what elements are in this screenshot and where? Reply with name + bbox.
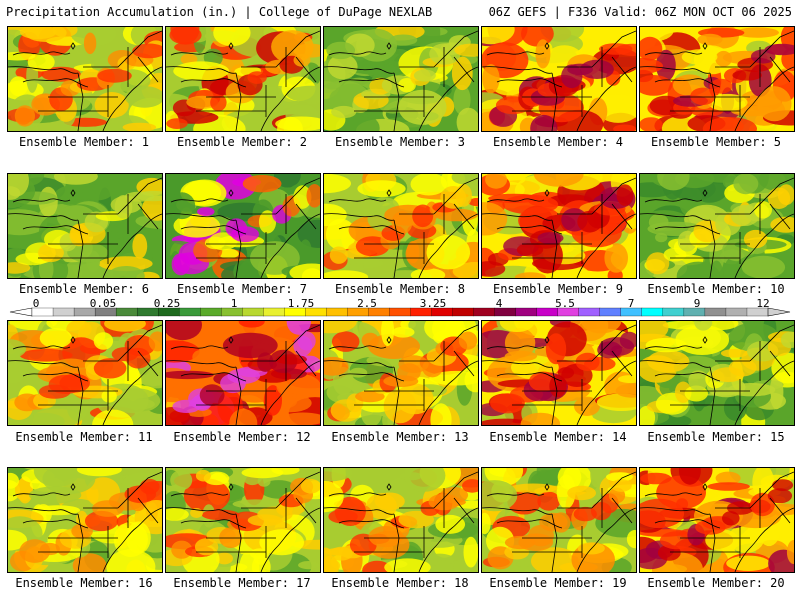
ensemble-member-map — [7, 26, 163, 132]
ensemble-member-label: Ensemble Member: 5 — [650, 135, 782, 149]
colorbar-swatch — [725, 307, 748, 317]
colorbar-tick-label: 2.5 — [357, 297, 377, 310]
ensemble-member-label: Ensemble Member: 7 — [176, 282, 308, 296]
colorbar-tick-label: 9 — [693, 297, 701, 310]
colorbar-swatch — [599, 307, 622, 317]
ensemble-member-map — [639, 26, 795, 132]
colorbar-right-arrow — [767, 307, 791, 317]
ensemble-member-map — [323, 173, 479, 279]
ensemble-member-label: Ensemble Member: 2 — [176, 135, 308, 149]
ensemble-member-map — [481, 467, 637, 573]
colorbar-tick-label: 0.25 — [153, 297, 181, 310]
ensemble-member-label: Ensemble Member: 15 — [647, 430, 785, 444]
colorbar-swatch — [326, 307, 348, 317]
ensemble-member-map — [165, 320, 321, 426]
color-scale-bar — [9, 307, 791, 317]
ensemble-member-label: Ensemble Member: 17 — [173, 576, 311, 590]
colorbar-tick-label: 1.75 — [287, 297, 315, 310]
colorbar-swatch — [452, 307, 475, 317]
colorbar-swatch — [115, 307, 138, 317]
colorbar-swatch — [389, 307, 411, 317]
ensemble-member-label: Ensemble Member: 10 — [647, 282, 785, 296]
ensemble-member-label: Ensemble Member: 16 — [15, 576, 153, 590]
ensemble-member-map — [323, 320, 479, 426]
colorbar-swatch — [473, 307, 496, 317]
colorbar-left-arrow — [9, 307, 33, 317]
ensemble-member-map — [481, 173, 637, 279]
ensemble-member-map — [165, 26, 321, 132]
colorbar-swatch — [242, 307, 264, 317]
ensemble-member-label: Ensemble Member: 13 — [331, 430, 469, 444]
colorbar-swatch — [704, 307, 727, 317]
colorbar-swatch — [52, 307, 75, 317]
colorbar-tick-label: 12 — [756, 297, 770, 310]
ensemble-member-label: Ensemble Member: 20 — [647, 576, 785, 590]
ensemble-member-map — [7, 320, 163, 426]
colorbar-tick-label: 7 — [627, 297, 635, 310]
ensemble-member-label: Ensemble Member: 19 — [489, 576, 627, 590]
ensemble-member-label: Ensemble Member: 12 — [173, 430, 311, 444]
colorbar-tick-label: 3.25 — [419, 297, 447, 310]
ensemble-member-label: Ensemble Member: 11 — [15, 430, 153, 444]
ensemble-member-label: Ensemble Member: 3 — [334, 135, 466, 149]
colorbar-tick-label: 4 — [495, 297, 503, 310]
ensemble-member-map — [481, 320, 637, 426]
colorbar-tick-label: 1 — [230, 297, 238, 310]
colorbar-swatch — [200, 307, 222, 317]
ensemble-member-map — [7, 467, 163, 573]
ensemble-member-label: Ensemble Member: 9 — [492, 282, 624, 296]
ensemble-member-label: Ensemble Member: 18 — [331, 576, 469, 590]
ensemble-member-map — [323, 467, 479, 573]
ensemble-member-label: Ensemble Member: 4 — [492, 135, 624, 149]
ensemble-member-label: Ensemble Member: 8 — [334, 282, 466, 296]
ensemble-member-label: Ensemble Member: 1 — [18, 135, 150, 149]
ensemble-member-map — [481, 26, 637, 132]
colorbar-tick-label: 5.5 — [555, 297, 575, 310]
colorbar-swatch — [641, 307, 664, 317]
ensemble-member-map — [639, 467, 795, 573]
ensemble-member-label: Ensemble Member: 14 — [489, 430, 627, 444]
ensemble-member-map — [323, 26, 479, 132]
ensemble-member-map — [639, 173, 795, 279]
ensemble-member-map — [7, 173, 163, 279]
colorbar-tick-label: 0.05 — [89, 297, 117, 310]
colorbar-swatch — [662, 307, 685, 317]
valid-time: 06Z GEFS | F336 Valid: 06Z MON OCT 06 20… — [488, 5, 792, 19]
ensemble-member-map — [165, 467, 321, 573]
ensemble-member-label: Ensemble Member: 6 — [18, 282, 150, 296]
map-title: Precipitation Accumulation (in.) | Colle… — [6, 5, 433, 19]
colorbar-swatch — [263, 307, 285, 317]
ensemble-member-map — [639, 320, 795, 426]
colorbar-swatch — [578, 307, 601, 317]
colorbar-swatch — [515, 307, 538, 317]
colorbar-tick-label: 0 — [32, 297, 40, 310]
ensemble-member-map — [165, 173, 321, 279]
colorbar-swatch — [179, 307, 201, 317]
